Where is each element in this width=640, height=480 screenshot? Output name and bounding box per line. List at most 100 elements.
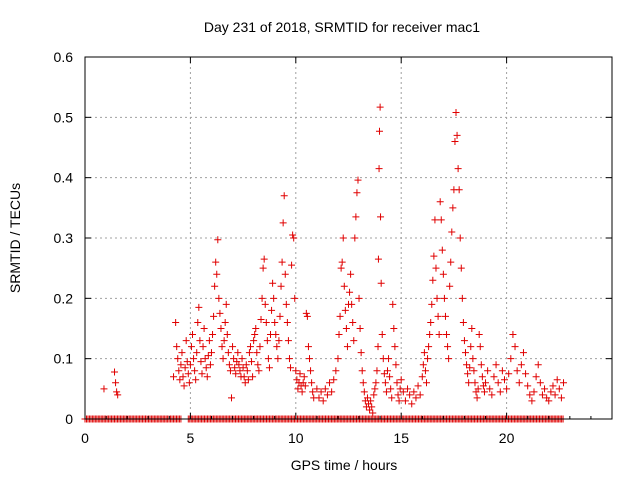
data-point (354, 176, 362, 184)
data-point (522, 370, 530, 378)
data-point (461, 349, 469, 357)
data-point (387, 385, 395, 393)
data-point (369, 409, 377, 417)
data-point (180, 382, 188, 390)
data-point (281, 270, 289, 278)
data-point (238, 355, 246, 363)
data-point (174, 355, 182, 363)
data-point (389, 300, 397, 308)
data-point (177, 361, 185, 369)
data-point (374, 255, 382, 263)
data-point (375, 127, 383, 135)
data-point (534, 361, 542, 369)
data-point (294, 385, 302, 393)
chart-title: Day 231 of 2018, SRMTID for receiver mac… (204, 19, 480, 35)
data-point (392, 361, 400, 369)
data-point (218, 343, 226, 351)
data-point (475, 331, 483, 339)
data-point (257, 315, 265, 323)
data-point (440, 294, 448, 302)
data-point (459, 318, 467, 326)
data-point (406, 391, 414, 399)
y-tick-label: 0.3 (54, 230, 74, 246)
data-point (470, 367, 478, 375)
data-point (500, 376, 508, 384)
data-point (401, 397, 409, 405)
data-point (466, 364, 474, 372)
data-point (414, 382, 422, 390)
data-point (216, 309, 224, 317)
data-point (460, 337, 468, 345)
data-point (453, 131, 461, 139)
data-point (477, 361, 485, 369)
data-point (443, 331, 451, 339)
data-point (223, 331, 231, 339)
data-point (385, 355, 393, 363)
data-point (339, 234, 347, 242)
data-point (445, 355, 453, 363)
data-point (269, 279, 277, 287)
data-point (113, 388, 121, 396)
data-point (289, 231, 297, 239)
x-tick-label: 15 (393, 430, 409, 446)
data-point (197, 358, 205, 366)
data-point (228, 394, 236, 402)
data-point (111, 368, 119, 376)
data-point (388, 394, 396, 402)
data-point (336, 312, 344, 320)
data-point (186, 361, 194, 369)
y-axis-label: SRMTID / TECUs (7, 183, 23, 293)
data-point (271, 318, 279, 326)
data-point (204, 352, 212, 360)
data-point (455, 186, 463, 194)
data-point (185, 379, 193, 387)
data-point (213, 270, 221, 278)
data-point (231, 364, 239, 372)
data-point (446, 282, 454, 290)
data-point (277, 282, 285, 290)
data-point (328, 388, 336, 396)
data-point (555, 385, 563, 393)
data-point (175, 367, 183, 375)
data-point (184, 370, 192, 378)
data-point (274, 355, 282, 363)
data-point (337, 264, 345, 272)
data-point (340, 282, 348, 290)
data-point (235, 361, 243, 369)
data-point (347, 270, 355, 278)
data-point (488, 391, 496, 399)
data-point (232, 370, 240, 378)
data-point (242, 361, 250, 369)
data-point (209, 331, 217, 339)
data-point (553, 376, 561, 384)
data-point (278, 258, 286, 266)
data-point (173, 343, 181, 351)
data-point (176, 376, 184, 384)
x-axis-label: GPS time / hours (291, 457, 398, 473)
data-point (370, 391, 378, 399)
data-point (239, 364, 247, 372)
data-point (244, 376, 252, 384)
data-point (276, 312, 284, 320)
data-point (376, 103, 384, 111)
data-point (215, 294, 223, 302)
data-point (360, 388, 368, 396)
data-point (372, 379, 380, 387)
data-point (524, 382, 532, 390)
data-point (250, 337, 258, 345)
data-point (254, 361, 262, 369)
data-point (230, 355, 238, 363)
x-tick-label: 0 (81, 430, 89, 446)
data-point (463, 361, 471, 369)
data-point (243, 367, 251, 375)
data-point (282, 300, 290, 308)
data-point (234, 349, 242, 357)
data-point (394, 391, 402, 399)
data-point (321, 385, 329, 393)
data-point (374, 343, 382, 351)
data-point (390, 325, 398, 332)
data-point (280, 192, 288, 200)
data-points (81, 103, 568, 423)
data-point (317, 388, 325, 396)
